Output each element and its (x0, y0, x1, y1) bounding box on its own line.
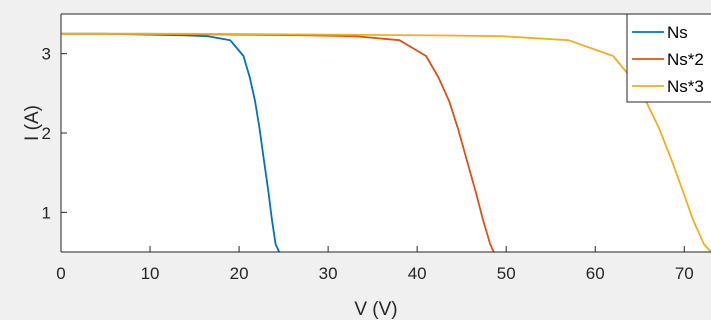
y-tick-label: 2 (42, 124, 51, 143)
x-tick-label: 40 (408, 264, 427, 283)
x-tick-label: 50 (497, 264, 516, 283)
plot-area (61, 14, 711, 252)
axes-layer: 0 10 20 30 40 50 60 70 1 2 3 (42, 13, 711, 283)
x-tick-label: 0 (56, 264, 65, 283)
legend-label-3: Ns*3 (667, 77, 704, 96)
x-tick-label: 70 (675, 264, 694, 283)
y-axis-label: I (A) (22, 105, 43, 141)
series-line-1 (61, 32, 281, 253)
legend-box (626, 13, 711, 103)
x-tick-label: 20 (230, 264, 249, 283)
legend: Ns Ns*2 Ns*3 (626, 13, 711, 103)
y-tick-label: 3 (42, 45, 51, 64)
y-tick-label: 1 (42, 203, 51, 222)
x-tick-label: 30 (319, 264, 338, 283)
x-tick-label: 10 (141, 264, 160, 283)
x-axis-label: V (V) (354, 299, 397, 320)
legend-label-2: Ns*2 (667, 50, 704, 69)
x-tick-label: 60 (586, 264, 605, 283)
legend-label-1: Ns (667, 23, 688, 42)
